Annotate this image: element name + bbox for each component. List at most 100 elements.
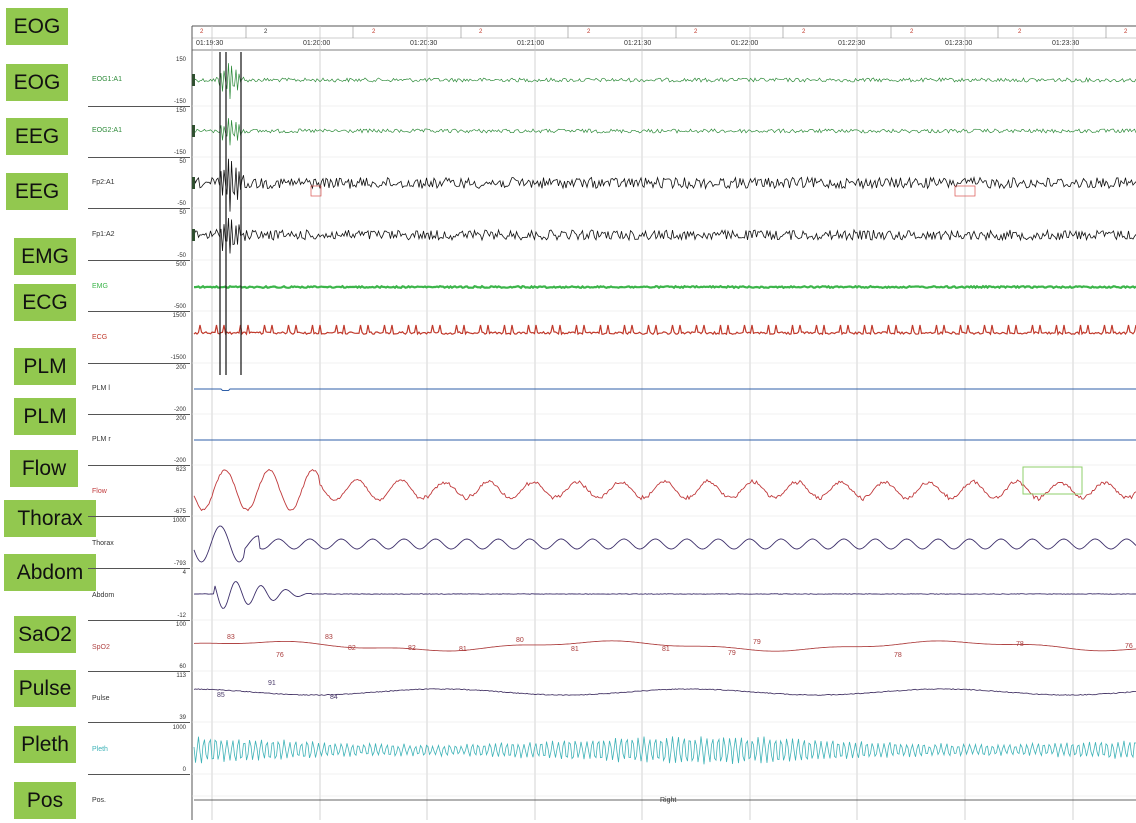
spo2-value: 76 — [1125, 643, 1133, 650]
time-label: 01:22:00 — [731, 40, 759, 47]
pulse-trace — [193, 688, 1136, 696]
thorax-trace — [193, 525, 1136, 563]
event-marker — [310, 185, 322, 197]
spo2-value: 81 — [662, 646, 670, 653]
spo2-value: 82 — [408, 645, 416, 652]
tag-plm-2: PLM — [14, 398, 76, 435]
channel-label-plm-l: PLM l — [92, 385, 110, 392]
channel-label-pleth: Pleth — [92, 746, 108, 753]
time-label: 01:21:00 — [517, 40, 545, 47]
waveforms — [192, 52, 1136, 801]
scale-top: 623 — [175, 467, 186, 473]
channel-label-abdom: Abdom — [92, 592, 115, 599]
scale-top: 1500 — [172, 313, 186, 319]
spo2-value: 76 — [276, 652, 284, 659]
tag-pos: Pos — [14, 782, 76, 819]
time-label: 01:23:30 — [1052, 40, 1080, 47]
channel-label-thorax: Thorax — [92, 540, 114, 547]
scale-top: 1000 — [172, 518, 186, 524]
channel-divider — [88, 620, 190, 621]
tag-pulse: Pulse — [14, 670, 76, 707]
fp2-trace — [193, 158, 1136, 212]
scale-top: 500 — [175, 262, 186, 268]
channel-divider — [88, 157, 190, 158]
scale-top: 100 — [175, 622, 186, 628]
abdom-trace — [193, 580, 1136, 609]
spo2-value: 78 — [1016, 641, 1024, 648]
pulse-value: 85 — [217, 692, 225, 699]
scale-bottom: -12 — [177, 613, 186, 619]
spo2-trace — [193, 640, 1136, 652]
scale-bottom: 60 — [179, 664, 186, 670]
channel-start-marker — [192, 229, 195, 241]
channel-divider — [88, 774, 190, 775]
scale-bottom: 0 — [182, 767, 186, 773]
scale-top: 200 — [175, 365, 186, 371]
spo2-value: 82 — [348, 645, 356, 652]
channel-divider — [88, 106, 190, 107]
scale-top: 200 — [175, 416, 186, 422]
channel-label-ecg: ECG — [92, 334, 108, 341]
spo2-value: 79 — [728, 650, 736, 657]
event-marker — [954, 185, 976, 197]
tag-ecg: ECG — [14, 284, 76, 321]
channel-label-eog1: EOG1:A1 — [92, 76, 122, 83]
scale-top: 50 — [179, 210, 186, 216]
epoch-number: 2 — [372, 29, 376, 35]
plm-left-trace — [194, 388, 1136, 391]
pulse-value: 91 — [268, 680, 276, 687]
scale-bottom: -1500 — [170, 355, 186, 361]
channel-label-fp1: Fp1:A2 — [92, 231, 115, 238]
channel-divider — [88, 260, 190, 261]
epoch-number: 2 — [1124, 29, 1128, 35]
epoch-number: 2 — [587, 29, 591, 35]
scale-bottom: -200 — [173, 458, 186, 464]
fp1-trace — [193, 217, 1136, 254]
time-label: 01:19:30 — [196, 40, 224, 47]
epoch-number: 2 — [1018, 29, 1022, 35]
scale-bottom: -793 — [173, 561, 186, 567]
channel-label-plm-r: PLM r — [92, 436, 111, 443]
tag-plm-1: PLM — [14, 348, 76, 385]
spo2-value: 79 — [753, 639, 761, 646]
tag-abdom: Abdom — [4, 554, 96, 591]
scale-top: 4 — [182, 570, 186, 576]
tag-eeg-2: EEG — [6, 173, 68, 210]
pleth-trace — [193, 736, 1136, 765]
epoch-number: 2 — [200, 29, 204, 35]
channel-label-pos: Pos. — [92, 797, 107, 804]
channel-divider — [88, 671, 190, 672]
channel-label-emg: EMG — [92, 283, 108, 290]
flow-event-box — [1022, 466, 1083, 495]
tag-eog-2: EOG — [6, 64, 68, 101]
channel-divider — [88, 516, 190, 517]
channel-start-marker — [192, 125, 195, 137]
scale-top: 150 — [175, 108, 186, 114]
epoch-number: 2 — [694, 29, 698, 35]
scale-bottom: -500 — [173, 304, 186, 310]
channel-label-flow: Flow — [92, 488, 107, 495]
time-label: 01:22:30 — [838, 40, 866, 47]
ecg-trace — [193, 324, 1136, 336]
scale-bottom: -50 — [177, 253, 186, 259]
tag-eog-1: EOG — [6, 8, 68, 45]
eog1-trace — [193, 63, 1136, 100]
scale-bottom: -675 — [173, 509, 186, 515]
scale-top: 150 — [175, 57, 186, 63]
channel-label-pulse: Pulse — [92, 695, 110, 702]
tag-flow: Flow — [10, 450, 78, 487]
channel-divider — [88, 208, 190, 209]
spo2-value: 81 — [571, 646, 579, 653]
channel-divider — [88, 311, 190, 312]
scale-top: 113 — [176, 673, 186, 679]
scale-bottom: -150 — [173, 99, 186, 105]
tag-pleth: Pleth — [14, 726, 76, 763]
time-label: 01:20:30 — [410, 40, 438, 47]
channel-label-fp2: Fp2:A1 — [92, 179, 115, 186]
spo2-value: 83 — [227, 634, 235, 641]
spo2-value: 81 — [459, 646, 467, 653]
spo2-value: 80 — [516, 637, 524, 644]
channel-divider — [88, 722, 190, 723]
